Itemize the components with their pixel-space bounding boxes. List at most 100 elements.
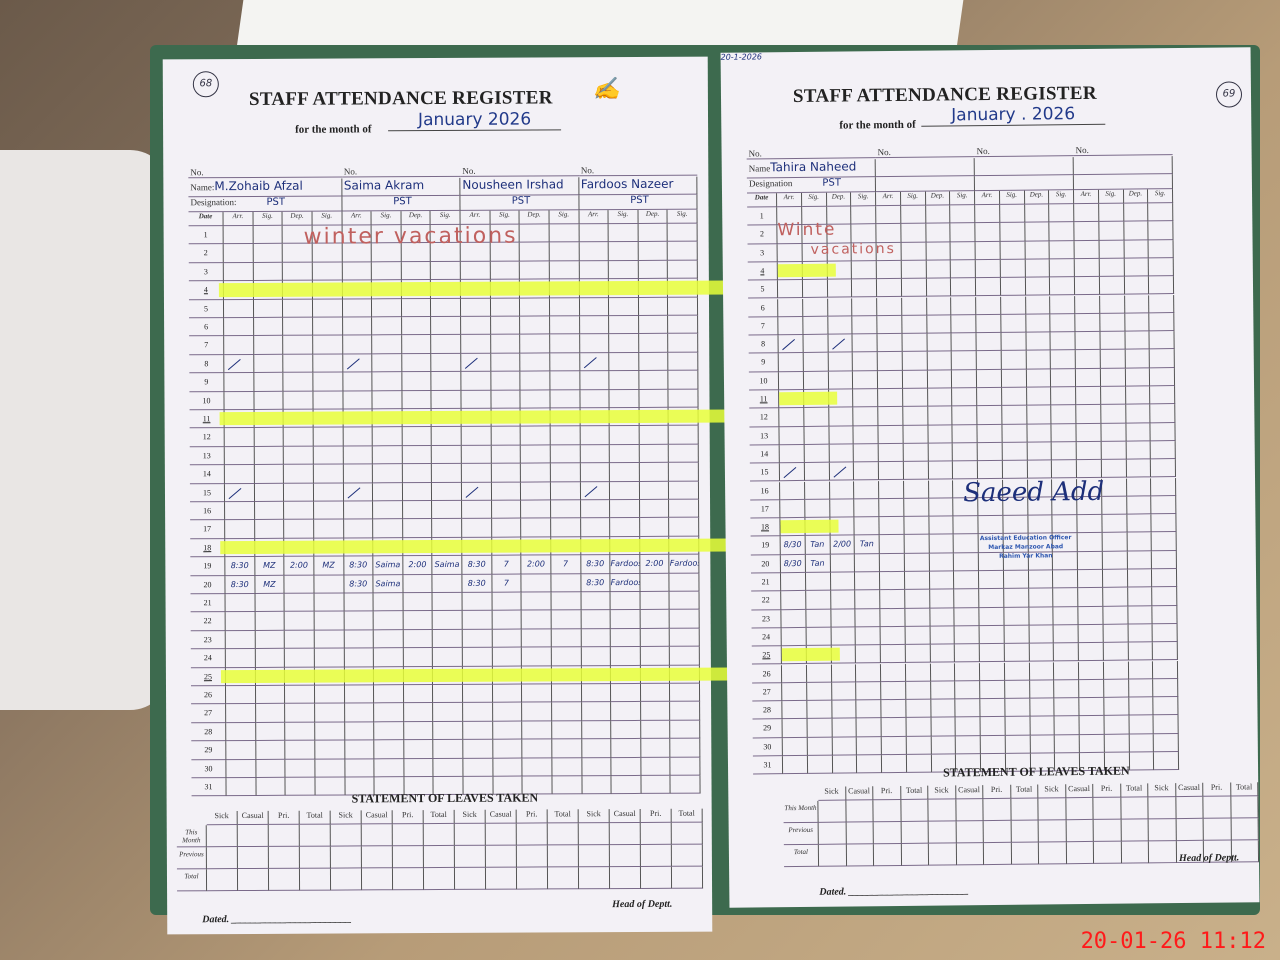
attendance-cell[interactable] bbox=[781, 627, 807, 647]
attendance-cell[interactable] bbox=[854, 462, 880, 481]
attendance-cell[interactable] bbox=[344, 703, 375, 723]
attendance-cell[interactable] bbox=[1152, 550, 1177, 570]
attendance-cell[interactable] bbox=[462, 647, 493, 667]
attendance-cell[interactable] bbox=[804, 462, 830, 482]
attendance-cell[interactable] bbox=[640, 628, 671, 648]
attendance-cell[interactable] bbox=[461, 371, 492, 391]
attendance-cell[interactable] bbox=[1051, 368, 1077, 388]
attendance-cell[interactable] bbox=[256, 777, 286, 797]
attendance-cell[interactable] bbox=[461, 463, 492, 483]
statement-cell[interactable] bbox=[330, 868, 363, 891]
attendance-cell[interactable] bbox=[954, 607, 980, 627]
attendance-cell[interactable] bbox=[522, 721, 553, 740]
attendance-cell[interactable] bbox=[641, 738, 671, 758]
attendance-cell[interactable] bbox=[852, 279, 878, 298]
attendance-cell[interactable] bbox=[522, 702, 553, 722]
attendance-cell[interactable] bbox=[1025, 295, 1051, 315]
statement-cell[interactable] bbox=[1176, 818, 1204, 842]
attendance-cell[interactable] bbox=[878, 388, 904, 408]
attendance-cell[interactable] bbox=[283, 299, 313, 318]
attendance-cell[interactable] bbox=[255, 612, 285, 631]
attendance-cell[interactable] bbox=[1100, 313, 1125, 332]
attendance-cell[interactable] bbox=[877, 334, 903, 353]
statement-cell[interactable] bbox=[1230, 796, 1259, 819]
attendance-cell[interactable] bbox=[550, 334, 580, 354]
attendance-cell[interactable] bbox=[551, 573, 582, 593]
attendance-cell[interactable] bbox=[1078, 643, 1104, 662]
attendance-cell[interactable] bbox=[522, 739, 553, 759]
attendance-cell[interactable] bbox=[493, 758, 523, 777]
attendance-cell[interactable] bbox=[902, 352, 928, 371]
attendance-cell[interactable] bbox=[1005, 735, 1031, 754]
attendance-cell[interactable] bbox=[806, 627, 832, 647]
attendance-cell[interactable] bbox=[225, 649, 256, 668]
attendance-cell[interactable] bbox=[855, 553, 880, 573]
attendance-cell[interactable] bbox=[609, 334, 640, 353]
attendance-cell[interactable] bbox=[1148, 221, 1174, 240]
attendance-cell[interactable] bbox=[950, 205, 976, 224]
attendance-cell[interactable] bbox=[1004, 625, 1030, 645]
attendance-cell[interactable] bbox=[314, 575, 345, 594]
attendance-cell[interactable] bbox=[853, 444, 879, 463]
statement-cell[interactable] bbox=[1011, 842, 1040, 865]
attendance-cell[interactable] bbox=[1026, 350, 1052, 370]
attendance-cell[interactable] bbox=[1100, 386, 1126, 406]
attendance-cell[interactable] bbox=[1026, 369, 1052, 388]
attendance-cell[interactable] bbox=[670, 775, 701, 795]
attendance-cell[interactable]: 2:00 bbox=[521, 555, 552, 575]
attendance-cell[interactable] bbox=[461, 482, 492, 501]
attendance-cell[interactable] bbox=[830, 554, 856, 573]
attendance-cell[interactable] bbox=[1100, 331, 1126, 351]
attendance-cell[interactable] bbox=[1078, 661, 1104, 680]
attendance-cell[interactable] bbox=[878, 462, 904, 481]
attendance-cell[interactable] bbox=[904, 516, 930, 536]
attendance-cell[interactable] bbox=[1101, 441, 1127, 461]
attendance-cell[interactable] bbox=[905, 626, 931, 646]
attendance-cell[interactable] bbox=[253, 225, 283, 245]
attendance-cell[interactable] bbox=[254, 446, 285, 466]
statement-cell[interactable] bbox=[609, 822, 641, 846]
attendance-cell[interactable] bbox=[1129, 752, 1155, 771]
attendance-cell[interactable] bbox=[1126, 459, 1152, 479]
attendance-cell[interactable] bbox=[342, 298, 373, 318]
attendance-cell[interactable] bbox=[432, 611, 463, 630]
attendance-cell[interactable] bbox=[432, 519, 463, 538]
attendance-cell[interactable] bbox=[608, 223, 639, 243]
attendance-cell[interactable] bbox=[925, 223, 951, 243]
attendance-cell[interactable] bbox=[670, 720, 701, 739]
attendance-cell[interactable] bbox=[638, 297, 669, 316]
attendance-cell[interactable] bbox=[608, 260, 639, 280]
attendance-cell[interactable] bbox=[431, 353, 462, 373]
statement-cell[interactable] bbox=[1203, 796, 1232, 819]
attendance-cell[interactable] bbox=[639, 462, 670, 482]
attendance-cell[interactable] bbox=[609, 463, 640, 482]
attendance-cell[interactable] bbox=[315, 740, 345, 760]
attendance-cell[interactable] bbox=[670, 757, 701, 776]
attendance-cell[interactable] bbox=[803, 371, 829, 390]
attendance-cell[interactable] bbox=[610, 591, 641, 611]
attendance-cell[interactable] bbox=[313, 391, 344, 410]
attendance-cell[interactable] bbox=[255, 630, 286, 650]
attendance-cell[interactable] bbox=[401, 317, 432, 336]
attendance-cell[interactable] bbox=[780, 572, 806, 592]
attendance-cell[interactable] bbox=[253, 299, 284, 318]
attendance-cell[interactable] bbox=[980, 735, 1006, 755]
attendance-cell[interactable] bbox=[1025, 314, 1051, 333]
attendance-cell[interactable] bbox=[980, 680, 1006, 700]
statement-cell[interactable] bbox=[578, 823, 610, 846]
attendance-cell[interactable] bbox=[313, 446, 344, 465]
attendance-cell[interactable] bbox=[1050, 350, 1076, 370]
attendance-cell[interactable] bbox=[344, 722, 375, 741]
attendance-cell[interactable] bbox=[1054, 698, 1080, 717]
attendance-cell[interactable] bbox=[669, 573, 700, 592]
attendance-cell[interactable] bbox=[315, 759, 345, 778]
attendance-cell[interactable] bbox=[431, 261, 461, 281]
attendance-cell[interactable] bbox=[977, 387, 1003, 407]
attendance-cell[interactable] bbox=[857, 755, 883, 774]
attendance-cell[interactable]: Fardoos bbox=[610, 573, 641, 593]
attendance-cell[interactable] bbox=[521, 463, 551, 483]
attendance-cell[interactable] bbox=[253, 244, 284, 263]
attendance-cell[interactable] bbox=[881, 736, 907, 756]
attendance-cell[interactable] bbox=[342, 390, 373, 410]
attendance-cell[interactable] bbox=[521, 500, 551, 519]
